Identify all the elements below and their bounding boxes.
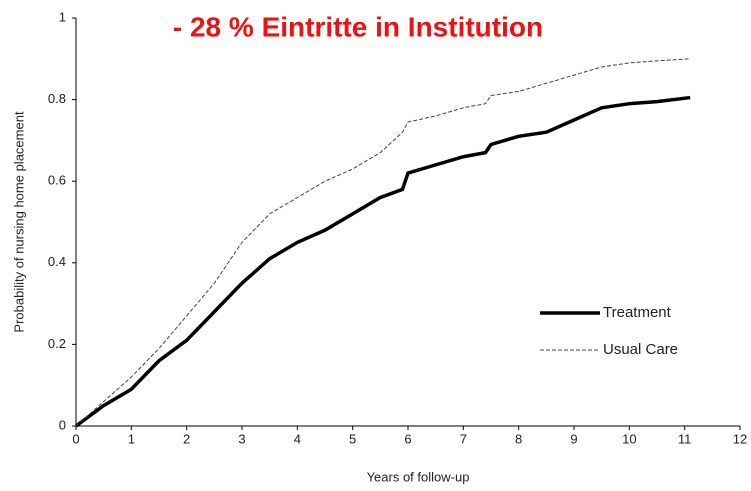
x-tick-label: 9 — [570, 431, 577, 446]
x-tick-label: 7 — [460, 431, 467, 446]
y-tick-label: 1 — [59, 9, 66, 24]
x-tick-label: 10 — [622, 431, 636, 446]
y-tick-label: 0.6 — [48, 173, 66, 188]
x-tick-label: 11 — [678, 431, 692, 446]
x-tick-label: 0 — [72, 431, 79, 446]
line-series — [75, 58, 691, 427]
x-tick-label: 8 — [515, 431, 522, 446]
legend-label: Treatment — [603, 304, 672, 321]
x-tick-label: 6 — [404, 431, 411, 446]
x-tick-label: 4 — [294, 431, 301, 446]
x-tick-label: 12 — [733, 431, 747, 446]
y-tick-label: 0 — [59, 417, 66, 432]
legend-label: Usual Care — [603, 341, 678, 358]
x-tick-label: 5 — [349, 431, 356, 446]
x-axis-label: Years of follow-up — [367, 469, 470, 484]
y-axis-label: Probability of nursing home placement — [11, 111, 26, 333]
x-tick-label: 1 — [128, 431, 135, 446]
x-tick-label: 3 — [238, 431, 245, 446]
y-tick-label: 0.4 — [48, 254, 66, 269]
y-tick-label: 0.2 — [48, 336, 66, 351]
chart-title: - 28 % Eintritte in Institution — [173, 11, 543, 42]
x-tick-label: 2 — [183, 431, 190, 446]
y-tick-label: 0.8 — [48, 91, 66, 106]
line-series — [74, 95, 691, 428]
